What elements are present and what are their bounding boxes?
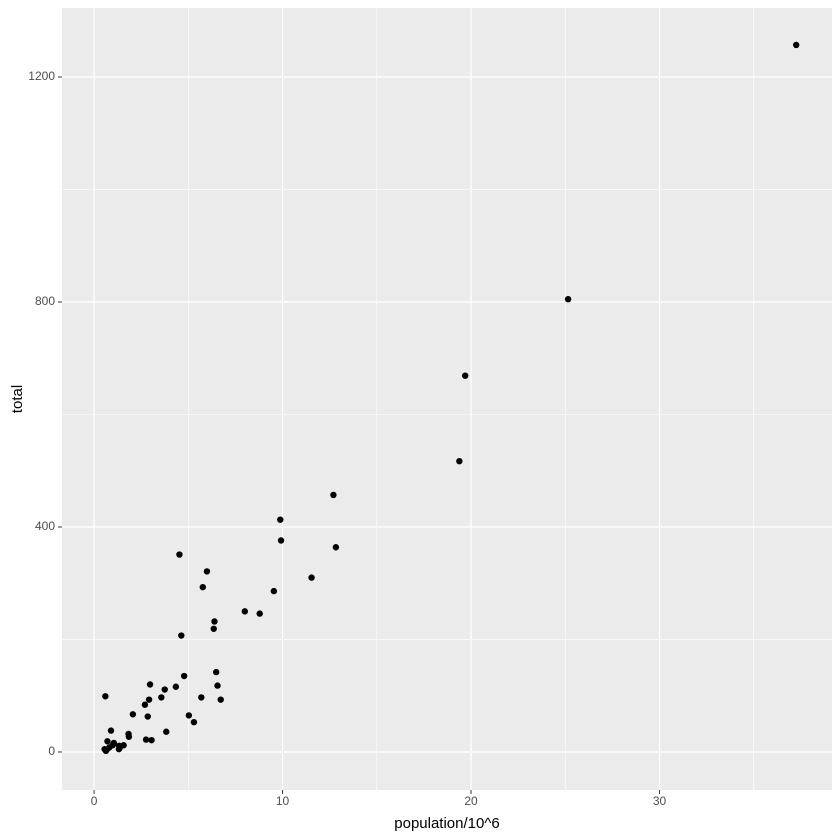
point xyxy=(145,696,153,703)
point xyxy=(456,457,463,465)
x-tick-label: 10 xyxy=(276,794,290,808)
point xyxy=(270,587,278,595)
point xyxy=(792,41,800,49)
y-tick-label: 0 xyxy=(48,744,55,758)
point xyxy=(210,625,217,632)
y-tick-label: 800 xyxy=(35,294,55,308)
point xyxy=(277,537,285,544)
point xyxy=(180,672,188,680)
point xyxy=(256,610,263,617)
point xyxy=(172,683,180,690)
point xyxy=(190,718,198,726)
x-tick-label: 30 xyxy=(653,794,667,808)
y-tick-label: 400 xyxy=(35,519,55,533)
x-tick-label: 20 xyxy=(464,794,478,808)
y-axis-title: total xyxy=(9,385,26,413)
point xyxy=(163,728,170,735)
point xyxy=(158,694,165,701)
point xyxy=(217,696,224,703)
point xyxy=(102,693,109,700)
point xyxy=(101,745,108,753)
point xyxy=(178,632,185,639)
point xyxy=(185,712,193,719)
x-tick-label: 0 xyxy=(91,794,98,808)
point xyxy=(198,694,205,701)
point xyxy=(110,739,118,747)
point xyxy=(214,682,221,689)
point xyxy=(161,686,168,693)
point xyxy=(203,568,211,575)
point xyxy=(148,736,155,744)
point xyxy=(104,738,111,745)
point xyxy=(146,681,154,688)
point xyxy=(144,713,151,720)
point xyxy=(129,711,137,718)
point xyxy=(308,574,315,581)
point xyxy=(332,544,340,551)
point xyxy=(199,583,207,591)
y-tick-label: 1200 xyxy=(28,69,55,83)
point xyxy=(142,736,150,743)
point xyxy=(241,608,249,615)
point xyxy=(564,295,572,303)
point xyxy=(277,516,284,523)
point xyxy=(125,733,133,740)
point xyxy=(176,551,183,558)
point xyxy=(330,491,337,499)
point xyxy=(212,668,220,676)
point xyxy=(141,701,149,708)
point xyxy=(211,618,218,625)
point xyxy=(115,745,123,753)
panel xyxy=(62,8,832,790)
point xyxy=(107,727,115,734)
x-axis-title: population/10^6 xyxy=(394,815,499,832)
point xyxy=(461,372,469,379)
